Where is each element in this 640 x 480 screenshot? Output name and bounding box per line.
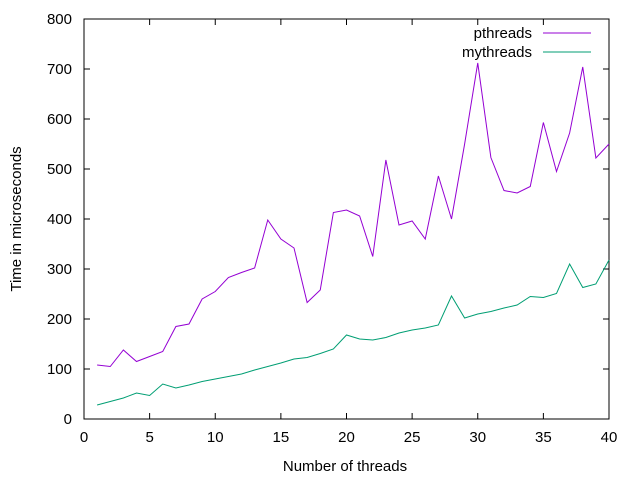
legend-label-mythreads: mythreads <box>462 44 532 61</box>
y-tick-label: 700 <box>47 61 72 78</box>
y-tick-label: 200 <box>47 311 72 328</box>
x-axis-label: Number of threads <box>283 458 407 475</box>
y-tick-label: 0 <box>64 411 72 428</box>
x-tick-label: 25 <box>404 429 421 446</box>
series-line-mythreads <box>96 259 610 406</box>
x-tick-label: 35 <box>535 429 552 446</box>
x-tick-label: 20 <box>338 429 355 446</box>
x-tick-label: 15 <box>273 429 290 446</box>
series-lines <box>96 62 610 406</box>
series-line-pthreads <box>97 62 610 368</box>
legend: pthreads mythreads <box>462 25 591 61</box>
x-tick-label: 30 <box>469 429 486 446</box>
y-tick-label: 800 <box>47 11 72 28</box>
x-tick-label: 0 <box>80 429 88 446</box>
y-axis-label: Time in microseconds <box>8 146 25 291</box>
x-tick-label: 10 <box>207 429 224 446</box>
x-tick-label: 40 <box>601 429 618 446</box>
y-tick-label: 100 <box>47 361 72 378</box>
plot-frame <box>83 18 610 420</box>
y-tick-label: 600 <box>47 111 72 128</box>
legend-label-pthreads: pthreads <box>474 25 532 42</box>
y-tick-label: 500 <box>47 161 72 178</box>
plot-axes: 0 5 10 15 20 25 30 35 40010020030040050060070080… <box>47 11 617 446</box>
y-tick-label: 300 <box>47 261 72 278</box>
x-tick-label: 5 <box>145 429 153 446</box>
y-tick-label: 400 <box>47 211 72 228</box>
